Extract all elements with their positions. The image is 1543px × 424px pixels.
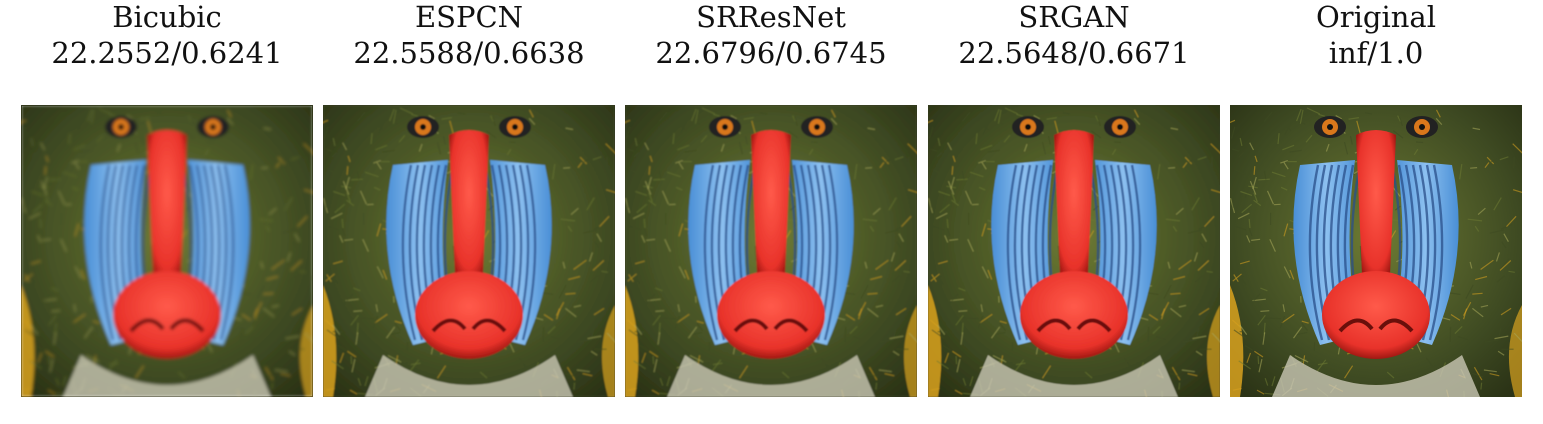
psnr-ssim-score: 22.5648/0.6671 [958,36,1190,70]
method-name: Original [1316,0,1436,34]
panel-caption: Original inf/1.0 [1210,0,1542,70]
psnr-ssim-score: inf/1.0 [1328,36,1424,70]
method-name: Bicubic [112,0,222,34]
baboon-image [625,105,917,397]
method-name: SRResNet [696,0,846,34]
panel-caption: SRGAN 22.5648/0.6671 [908,0,1240,70]
psnr-ssim-score: 22.5588/0.6638 [353,36,585,70]
baboon-image [323,105,615,397]
panel-caption: Bicubic 22.2552/0.6241 [1,0,333,70]
baboon-image [1230,105,1522,397]
baboon-image [21,105,313,397]
psnr-ssim-score: 22.2552/0.6241 [51,36,283,70]
panel-caption: SRResNet 22.6796/0.6745 [605,0,937,70]
method-name: SRGAN [1018,0,1130,34]
psnr-ssim-score: 22.6796/0.6745 [655,36,887,70]
panel-caption: ESPCN 22.5588/0.6638 [303,0,635,70]
baboon-image [928,105,1220,397]
method-name: ESPCN [414,0,524,34]
